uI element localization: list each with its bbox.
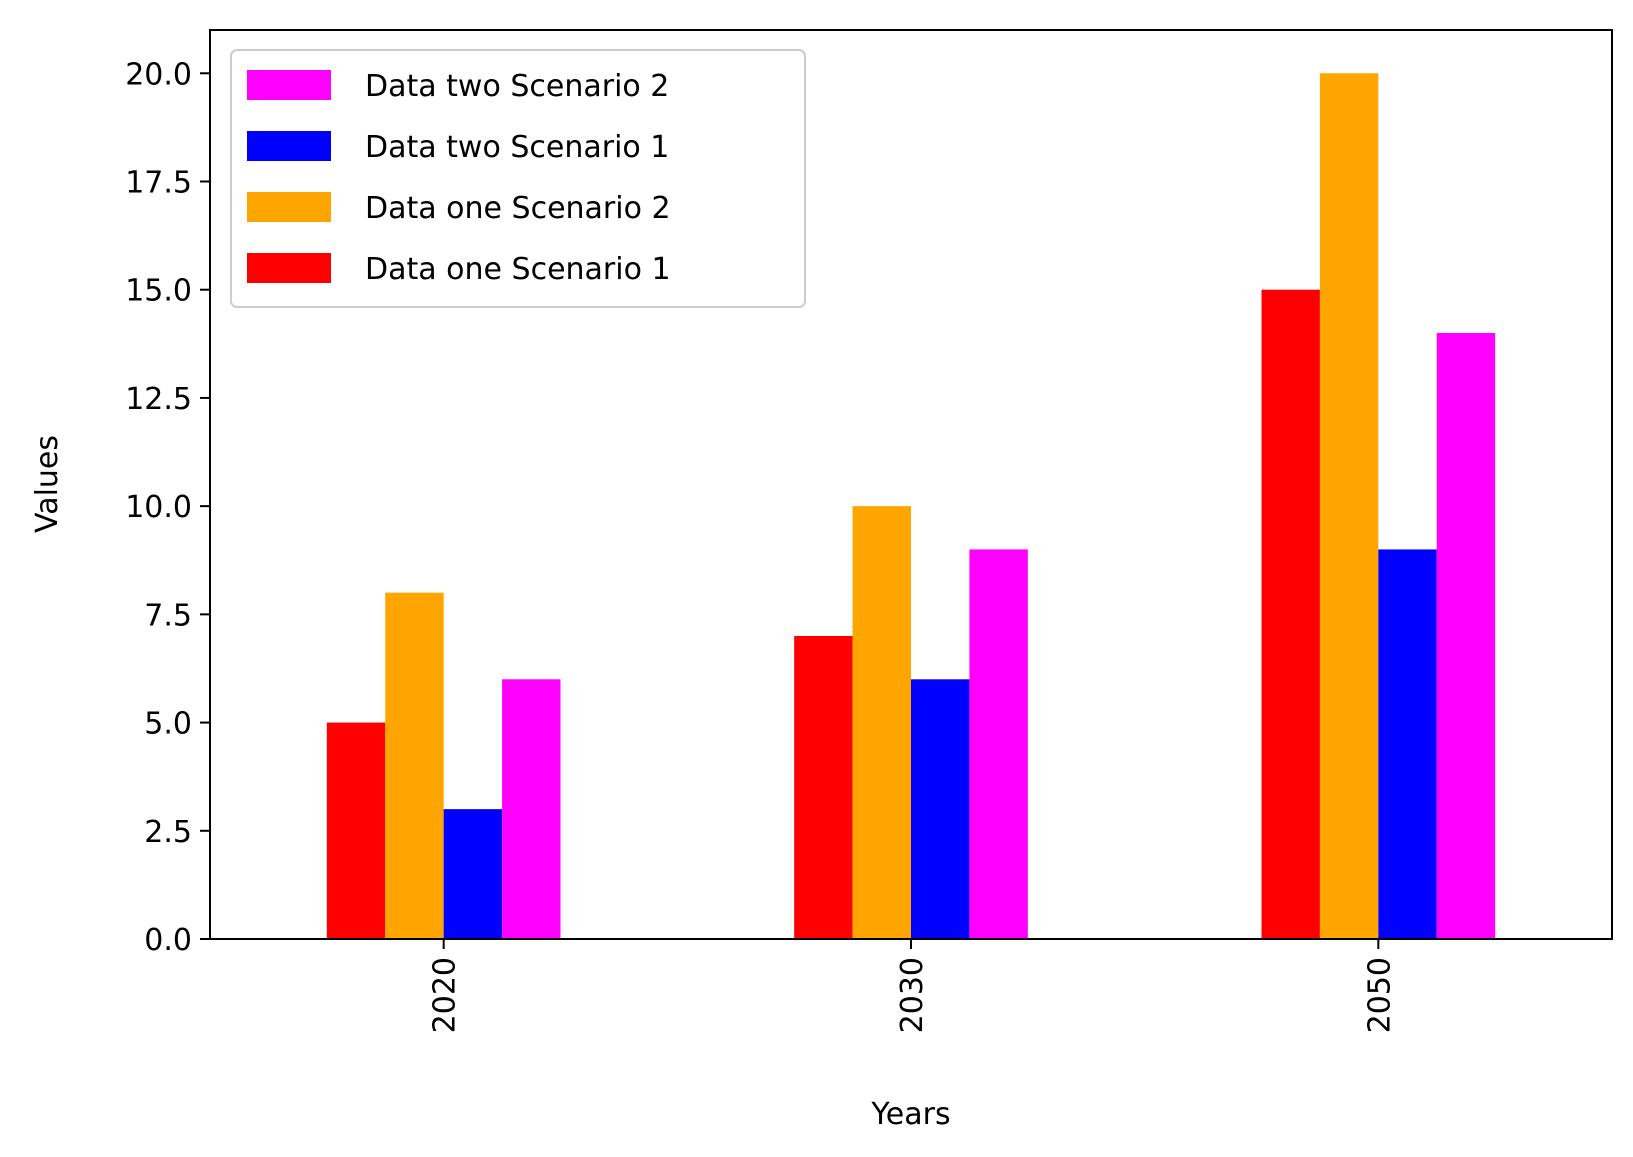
legend-label: Data two Scenario 1: [365, 130, 669, 165]
bar-data-one-scenario-1-2020: [326, 722, 386, 939]
legend-label: Data one Scenario 1: [365, 252, 671, 287]
bar-data-one-scenario-2-2050: [1319, 73, 1379, 940]
bars-group: [326, 73, 1496, 940]
y-tick-label: 7.5: [144, 598, 192, 633]
y-tick-label: 2.5: [144, 815, 192, 850]
legend-swatch: [247, 253, 331, 283]
legend-swatch: [247, 192, 331, 222]
y-axis: 0.0 2.5 5.0 7.5 10.0 12.5 15.0 17.5 20.0: [125, 57, 210, 958]
legend-label: Data one Scenario 2: [365, 191, 671, 226]
bar-data-two-scenario-1-2030: [911, 679, 970, 939]
x-tick-label: 2030: [895, 957, 930, 1033]
bar-data-one-scenario-2-2020: [385, 592, 444, 939]
y-tick-label: 0.0: [144, 923, 192, 958]
y-tick-label: 12.5: [125, 382, 192, 417]
bar-data-one-scenario-1-2030: [794, 636, 853, 939]
legend-swatch: [247, 131, 331, 161]
bar-data-one-scenario-1-2050: [1261, 289, 1320, 939]
bar-data-two-scenario-1-2020: [443, 809, 503, 939]
bar-data-two-scenario-1-2050: [1378, 549, 1437, 939]
plot-frame: [209, 29, 1613, 940]
y-tick-label: 17.5: [125, 166, 192, 201]
y-axis-label: Values: [30, 435, 65, 533]
legend-label: Data two Scenario 2: [365, 69, 669, 104]
legend-box: [230, 49, 806, 308]
bar-data-two-scenario-2-2050: [1436, 333, 1496, 939]
x-tick-label: 2050: [1362, 957, 1397, 1033]
y-tick-label: 10.0: [125, 490, 192, 525]
bar-data-two-scenario-2-2020: [502, 679, 561, 939]
y-tick-label: 20.0: [125, 57, 192, 92]
bar-data-one-scenario-2-2030: [852, 506, 911, 939]
x-axis-label: Years: [870, 1097, 950, 1132]
bar-data-two-scenario-2-2030: [969, 549, 1028, 939]
x-axis: 2020 2030 2050: [428, 939, 1397, 1033]
legend-swatch: [247, 70, 331, 100]
x-tick-label: 2020: [428, 957, 463, 1033]
legend: Data two Scenario 2 Data two Scenario 1 Da…: [230, 49, 806, 308]
y-tick-label: 15.0: [125, 274, 192, 309]
y-tick-label: 5.0: [144, 707, 192, 742]
